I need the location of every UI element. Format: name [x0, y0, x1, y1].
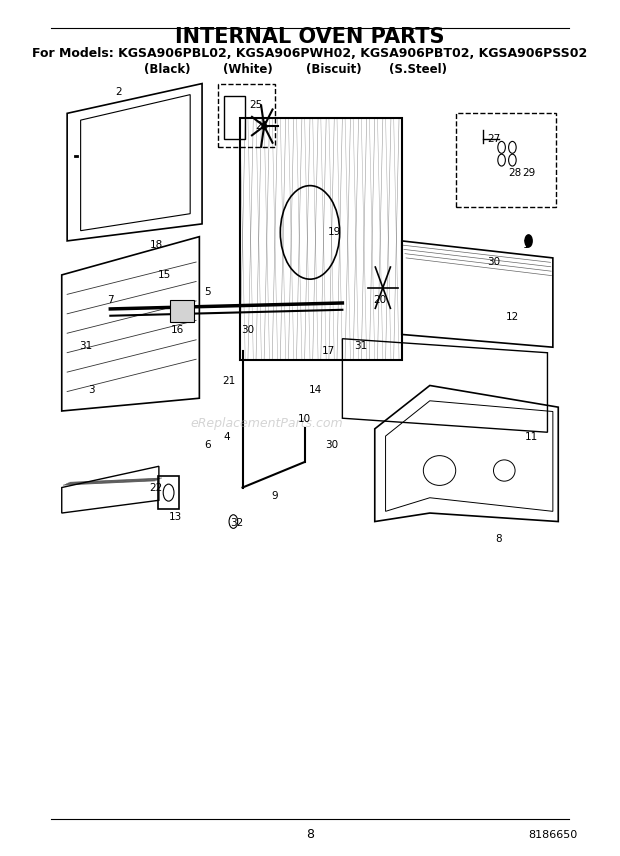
Text: (White): (White)	[223, 62, 273, 75]
Text: eReplacementParts.com: eReplacementParts.com	[190, 417, 343, 431]
Text: 30: 30	[325, 440, 338, 450]
Text: For Models: KGSA906PBL02, KGSA906PWH02, KGSA906PBT02, KGSA906PSS02: For Models: KGSA906PBL02, KGSA906PWH02, …	[32, 47, 588, 60]
Bar	[218, 84, 275, 147]
Text: 28: 28	[508, 168, 521, 178]
Text: INTERNAL OVEN PARTS: INTERNAL OVEN PARTS	[175, 27, 445, 47]
Text: 29: 29	[522, 168, 535, 178]
Text: 11: 11	[525, 431, 538, 442]
Text: (Black): (Black)	[144, 62, 190, 75]
Bar	[170, 300, 194, 322]
Text: 25: 25	[249, 100, 263, 110]
Text: 6: 6	[204, 440, 211, 450]
Bar	[158, 477, 179, 508]
Text: 31: 31	[79, 341, 92, 350]
Text: 12: 12	[506, 312, 519, 323]
Text: 14: 14	[309, 384, 322, 395]
Text: 4: 4	[223, 431, 229, 442]
Bar	[240, 117, 402, 360]
Text: 13: 13	[169, 512, 182, 522]
Circle shape	[262, 122, 267, 130]
Text: 20: 20	[374, 295, 387, 306]
Text: 30: 30	[241, 325, 254, 336]
Text: 7: 7	[107, 295, 113, 306]
Text: 31: 31	[355, 342, 368, 351]
Text: 16: 16	[171, 325, 184, 336]
Bar	[224, 97, 246, 139]
Text: 26: 26	[255, 121, 268, 131]
Text: 8: 8	[495, 533, 502, 544]
Text: 18: 18	[149, 241, 163, 250]
Circle shape	[525, 234, 533, 247]
Text: 1: 1	[523, 241, 529, 250]
Text: 32: 32	[231, 518, 244, 528]
Text: 19: 19	[327, 228, 341, 237]
Text: 21: 21	[223, 377, 236, 386]
Text: 5: 5	[204, 287, 211, 297]
Text: 27: 27	[487, 134, 500, 144]
Text: (Biscuit): (Biscuit)	[306, 62, 362, 75]
Text: (S.Steel): (S.Steel)	[389, 62, 447, 75]
Text: 2: 2	[115, 87, 122, 97]
Text: 3: 3	[88, 384, 95, 395]
Text: 8: 8	[306, 828, 314, 841]
Text: 30: 30	[487, 257, 500, 267]
Text: 17: 17	[322, 347, 335, 356]
Text: 10: 10	[298, 414, 311, 425]
Text: 15: 15	[157, 270, 171, 280]
Text: 22: 22	[149, 483, 163, 492]
Text: 9: 9	[272, 491, 278, 501]
Bar	[456, 113, 556, 207]
Text: 8186650: 8186650	[528, 829, 577, 840]
